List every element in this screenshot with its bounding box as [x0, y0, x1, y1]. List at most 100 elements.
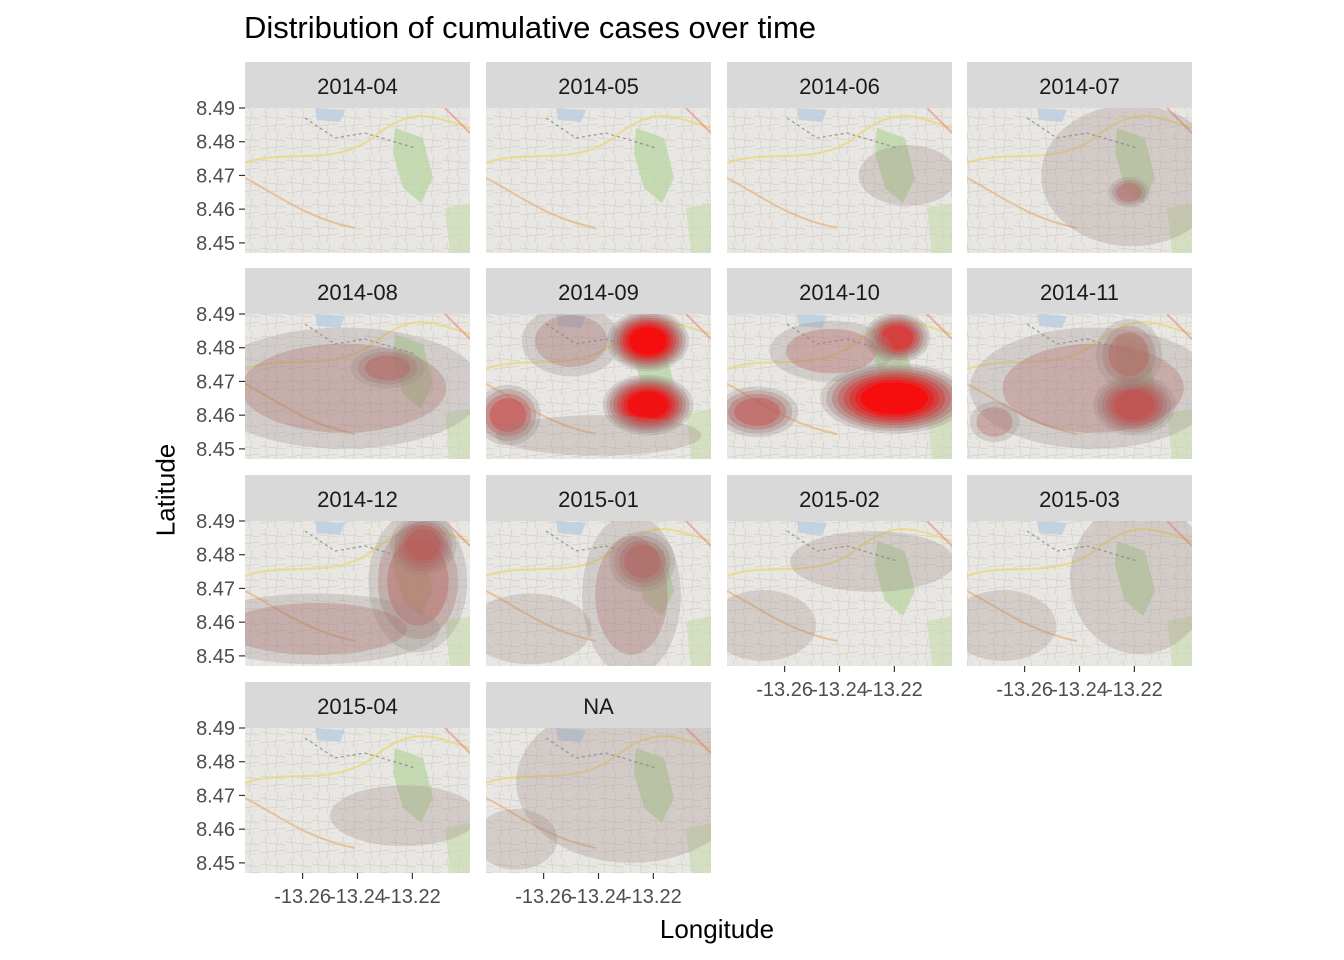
y-tick-label: 8.47 [196, 371, 235, 393]
facet-panel: 2014-12 8.45 8.46 8.47 8.48 8.49 [196, 475, 470, 668]
facet-label: 2014-11 [1040, 280, 1119, 305]
density-contour [1095, 319, 1162, 390]
facet-strip [486, 682, 711, 728]
y-tick-label: 8.46 [196, 405, 235, 427]
density-contour [727, 386, 799, 438]
density-contour [1041, 108, 1192, 247]
facet-label: 2014-09 [558, 280, 639, 305]
facet-strip [967, 268, 1192, 314]
x-tick-label: -13.26 [274, 886, 331, 908]
y-tick-label: 8.49 [196, 304, 235, 326]
x-tick-label: -13.26 [515, 886, 572, 908]
density-contour [595, 535, 668, 655]
density-contour [967, 590, 1057, 661]
y-tick-label: 8.49 [196, 98, 235, 120]
facet-panel: NA -13.26-13.24-13.22 [486, 682, 711, 908]
density-contour [486, 393, 532, 437]
basemap [245, 728, 470, 873]
density-contour [330, 785, 470, 847]
y-tick-label: 8.48 [196, 752, 235, 774]
x-tick-label: -13.22 [625, 886, 682, 908]
density-contour [486, 808, 558, 870]
density-contour [350, 347, 425, 389]
y-tick-label: 8.47 [196, 578, 235, 600]
basemap [967, 521, 1192, 666]
y-tick-label: 8.49 [196, 511, 235, 533]
facet-label: 2014-12 [317, 487, 398, 512]
facet-label: 2014-08 [317, 280, 398, 305]
x-axis-label: Longitude [659, 914, 775, 944]
y-tick-label: 8.47 [196, 165, 235, 187]
y-tick-label: 8.48 [196, 338, 235, 360]
density-contour [521, 314, 621, 377]
density-contour [245, 343, 447, 433]
y-tick-label: 8.45 [196, 646, 235, 668]
facet-label: 2015-04 [317, 694, 398, 719]
facet-strip [967, 62, 1192, 108]
density-contour [785, 328, 877, 374]
y-tick-label: 8.48 [196, 132, 235, 154]
density-contour [969, 327, 1192, 449]
basemap [967, 314, 1192, 459]
density-contour [245, 327, 470, 449]
density-contour [1114, 390, 1155, 420]
basemap [727, 108, 952, 253]
facet-panel: 2014-04 8.45 8.46 8.47 8.48 8.49 [196, 62, 470, 255]
density-contour [582, 521, 681, 666]
facet-strip [245, 268, 470, 314]
x-tick-label: -13.24 [329, 886, 386, 908]
density-contour [619, 540, 666, 583]
density-contour [1069, 521, 1192, 655]
density-contour [1116, 182, 1142, 202]
density-contour [614, 535, 671, 588]
facet-strip [486, 268, 711, 314]
density-contour [609, 531, 676, 592]
facet-label: NA [583, 694, 614, 719]
y-tick-label: 8.47 [196, 785, 235, 807]
facet-panel: 2014-11 [967, 268, 1192, 459]
basemap [486, 728, 711, 873]
facet-panel: 2014-09 [486, 268, 711, 459]
density-contour [245, 602, 407, 655]
density-contour [734, 397, 781, 426]
facet-strip [245, 475, 470, 521]
density-contour [387, 537, 449, 626]
chart-title: Distribution of cumulative cases over ti… [244, 10, 817, 45]
facet-label: 2015-03 [1039, 487, 1120, 512]
density-contour [976, 407, 1013, 437]
density-contour [969, 401, 1020, 443]
density-contour [624, 544, 661, 579]
density-contour [627, 391, 669, 419]
density-contour [486, 384, 541, 446]
facet-label: 2015-02 [799, 487, 880, 512]
basemap [727, 521, 952, 666]
facet-strip [245, 62, 470, 108]
basemap [486, 108, 711, 253]
facet-strip [727, 62, 952, 108]
facet-panel: 2015-01 [486, 475, 711, 666]
density-contour [368, 521, 468, 653]
density-contour [377, 524, 458, 640]
y-tick-label: 8.46 [196, 612, 235, 634]
basemap [967, 108, 1192, 253]
density-contour [1102, 325, 1156, 384]
density-contour [516, 728, 711, 863]
facet-panel: 2015-02 -13.26-13.24-13.22 [727, 475, 952, 701]
density-contour [727, 590, 817, 661]
density-contour [364, 355, 411, 381]
x-tick-label: -13.24 [1051, 679, 1108, 701]
y-tick-label: 8.45 [196, 233, 235, 255]
density-contour [390, 521, 457, 575]
facet-strip [486, 62, 711, 108]
facet-strip [727, 268, 952, 314]
density-contour [394, 521, 453, 572]
y-tick-label: 8.45 [196, 853, 235, 875]
x-tick-label: -13.26 [756, 679, 813, 701]
basemap [245, 108, 470, 253]
y-tick-label: 8.46 [196, 819, 235, 841]
facet-strip [727, 475, 952, 521]
x-tick-label: -13.26 [996, 679, 1053, 701]
facet-panel: 2015-04 8.45 8.46 8.47 8.48 8.49 -13.26-13.24-… [196, 682, 470, 908]
facet-panel: 2014-05 [486, 62, 711, 253]
